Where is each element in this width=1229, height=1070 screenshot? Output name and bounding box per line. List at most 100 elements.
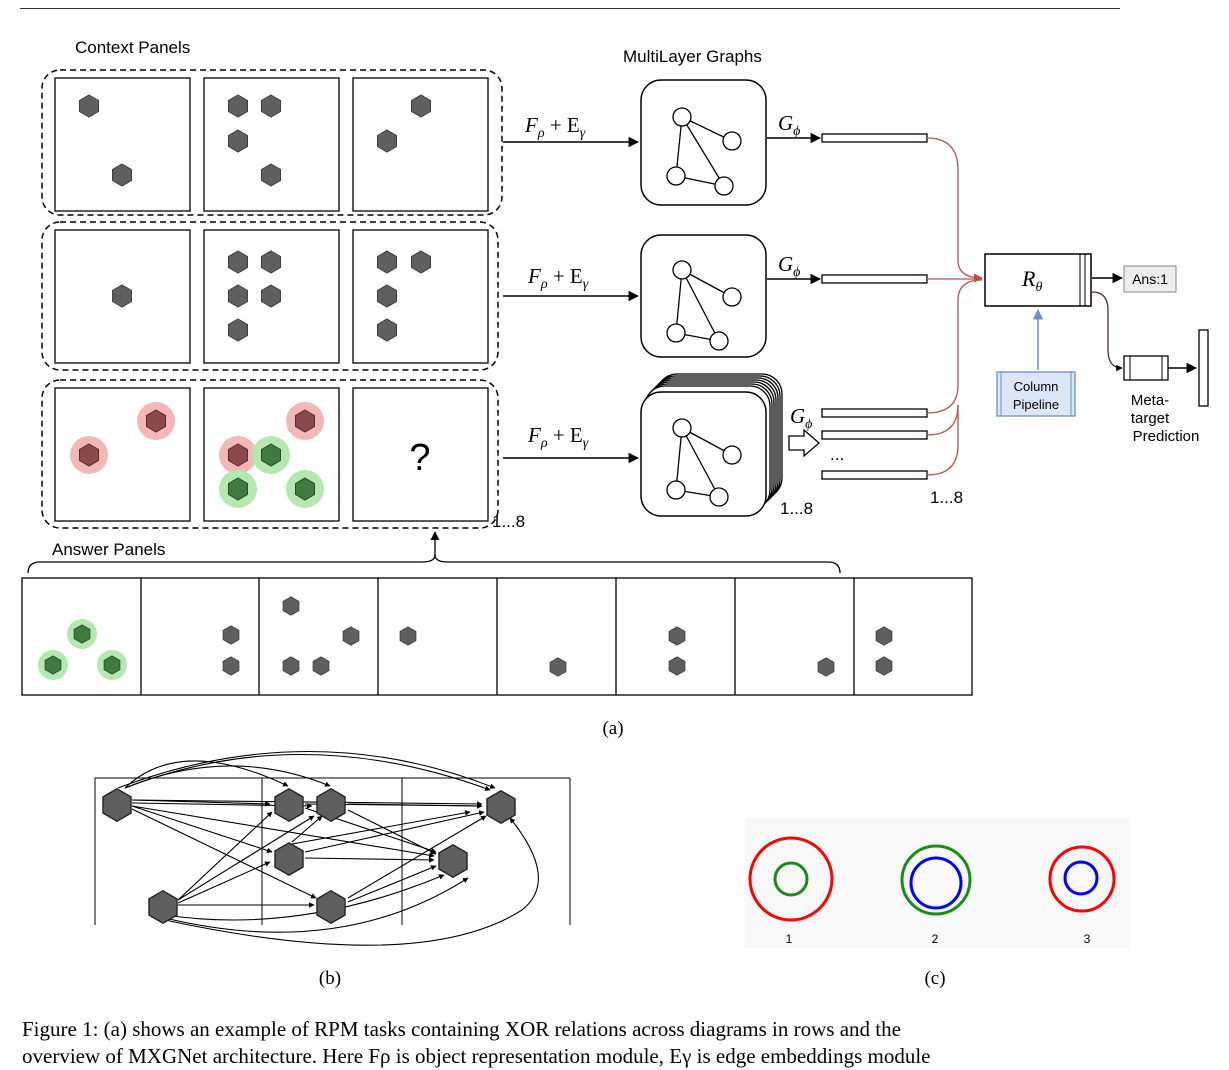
svg-text:Fρ + Eγ: Fρ + Eγ xyxy=(524,113,586,141)
shape-hexagon xyxy=(222,625,240,645)
shape-hexagon xyxy=(228,318,248,342)
shape-hexagon-green xyxy=(103,655,121,675)
circle-label-2: 2 xyxy=(932,932,939,946)
svg-text:Pipeline: Pipeline xyxy=(1013,397,1059,412)
meta-target-output: Meta- target Prediction xyxy=(1091,291,1209,445)
missing-panel-question-mark: ? xyxy=(409,437,430,479)
shape-hexagon xyxy=(377,318,397,342)
graph-node-hexagon xyxy=(274,842,304,876)
svg-text:Gϕ: Gϕ xyxy=(778,111,800,139)
graph-node-hexagon xyxy=(102,788,132,822)
red-connectors xyxy=(926,137,983,476)
shape-hexagon xyxy=(377,250,397,274)
answer-output: Ans:1 xyxy=(1092,265,1177,293)
inner-circle-blue xyxy=(909,856,963,910)
graph-count-label: 1...8 xyxy=(780,499,813,518)
circle-label-1: 1 xyxy=(786,932,793,946)
shape-hexagon xyxy=(228,94,248,118)
embedding-vector xyxy=(821,408,928,418)
shape-hexagon xyxy=(112,284,132,308)
shape-hexagon xyxy=(282,656,300,676)
embedding-vector xyxy=(821,133,928,143)
graph-diagram-b xyxy=(94,750,571,946)
shape-hexagon xyxy=(222,656,240,676)
g-phi-2: Gϕ xyxy=(767,252,928,285)
svg-text:Prediction: Prediction xyxy=(1133,428,1200,445)
svg-text:target: target xyxy=(1131,410,1170,427)
graph-box-1 xyxy=(640,79,767,206)
shape-hexagon xyxy=(312,656,330,676)
inner-circle-green xyxy=(773,861,809,897)
shape-hexagon-green xyxy=(295,477,315,501)
g-phi-3: Gϕ ... xyxy=(788,404,928,480)
column-pipeline: Column Pipeline xyxy=(996,308,1076,417)
subcaption-a: (a) xyxy=(602,718,623,739)
shape-hexagon xyxy=(282,596,300,616)
figure-caption: Figure 1: (a) shows an example of RPM ta… xyxy=(22,1016,1222,1070)
row-arrow-1: Fρ + Eγ xyxy=(503,113,640,148)
shape-hexagon-green xyxy=(44,655,62,675)
shape-hexagon xyxy=(342,626,360,646)
shape-hexagon xyxy=(112,163,132,187)
context-panels-label: Context Panels xyxy=(75,38,190,57)
shape-hexagon-red xyxy=(228,443,248,467)
vector-count-label: 1...8 xyxy=(930,488,963,507)
shape-hexagon xyxy=(377,284,397,308)
shape-hexagon xyxy=(228,129,248,153)
shape-hexagon xyxy=(261,250,281,274)
shape-hexagon-red xyxy=(295,409,315,433)
embedding-vector xyxy=(821,430,928,440)
shape-hexagon-red xyxy=(146,409,166,433)
shape-hexagon xyxy=(668,626,686,646)
svg-text:Meta-: Meta- xyxy=(1131,392,1169,409)
shape-hexagon xyxy=(377,129,397,153)
graph-box-2 xyxy=(640,234,767,358)
shape-hexagon xyxy=(817,657,835,677)
inner-circle-blue xyxy=(1063,860,1099,896)
answer-brace xyxy=(27,554,841,574)
shape-hexagon xyxy=(261,94,281,118)
shape-hexagon xyxy=(875,656,893,676)
row-arrow-3: Fρ + Eγ xyxy=(503,423,640,464)
context-row-1 xyxy=(41,69,503,216)
svg-text:Column: Column xyxy=(1014,379,1059,394)
svg-text:Gϕ: Gϕ xyxy=(790,404,812,432)
row-count-label: 1...8 xyxy=(492,512,525,531)
row-arrow-2: Fρ + Eγ xyxy=(503,264,640,302)
shape-hexagon xyxy=(875,626,893,646)
shape-hexagon xyxy=(668,656,686,676)
svg-text:Fρ + Eγ: Fρ + Eγ xyxy=(527,423,589,451)
svg-text:...: ... xyxy=(830,445,844,464)
shape-hexagon xyxy=(261,163,281,187)
hollow-arrow xyxy=(788,428,820,458)
shape-hexagon-green xyxy=(73,624,91,644)
shape-hexagon xyxy=(79,94,99,118)
figure-canvas: Context Panels MultiLayer Graphs xyxy=(21,38,1209,989)
outer-circle-green xyxy=(900,844,972,916)
graph-box-stack xyxy=(640,373,783,517)
caption-line-2: overview of MXGNet architecture. Here Fρ… xyxy=(22,1044,931,1068)
shape-hexagon xyxy=(399,626,417,646)
context-row-3: ? xyxy=(41,379,499,529)
multilayer-graphs-label: MultiLayer Graphs xyxy=(623,47,762,66)
circle-label-3: 3 xyxy=(1084,932,1091,946)
outer-circle-red xyxy=(748,836,834,922)
r-theta-module: Rθ xyxy=(984,253,1092,307)
graph-node-hexagon xyxy=(148,890,178,924)
outer-circle-red xyxy=(1048,845,1116,913)
g-phi-1: Gϕ xyxy=(767,111,928,144)
shape-hexagon xyxy=(261,284,281,308)
circles-diagram-c: 1 2 3 xyxy=(745,818,1130,948)
graph-node-hexagon xyxy=(438,844,468,878)
shape-hexagon xyxy=(411,94,431,118)
shape-hexagon xyxy=(411,250,431,274)
caption-line-1: Figure 1: (a) shows an example of RPM ta… xyxy=(22,1017,901,1041)
top-rule xyxy=(20,8,1120,9)
context-row-2 xyxy=(41,221,499,371)
shape-hexagon xyxy=(549,657,567,677)
embedding-vector xyxy=(821,470,928,480)
subcaption-c: (c) xyxy=(924,968,945,989)
svg-text:Gϕ: Gϕ xyxy=(778,252,800,280)
shape-hexagon xyxy=(228,284,248,308)
svg-text:Rθ: Rθ xyxy=(1021,266,1042,295)
